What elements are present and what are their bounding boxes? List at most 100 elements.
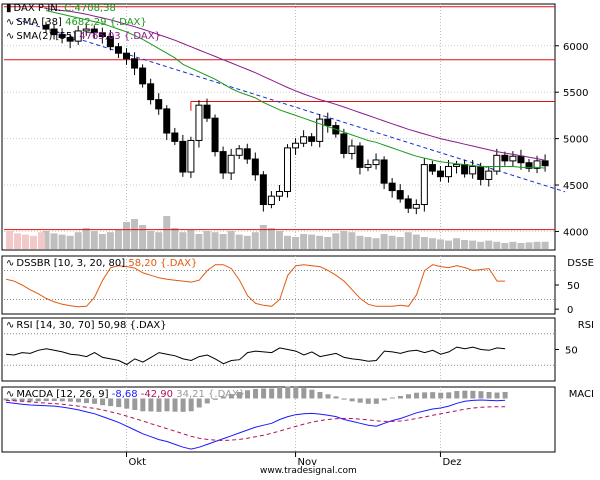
rsi-name: RSI [14, 30, 70] [16,320,95,331]
macd-legend: ∿ MACDA [12, 26, 9] -8,68 -42,90 34,21 {.… [6,389,245,401]
candle [259,174,267,206]
candle [106,35,114,48]
rsi-tick-label-50: 50 [565,346,578,357]
candle [284,147,291,193]
macd-histogram-bar [19,398,25,402]
price-tick-label-4000: 4000 [563,227,588,238]
volume-bar [316,235,324,249]
macd-histogram-bar [285,386,291,399]
volume-bar [533,241,541,249]
price-legend-sma38: ∿ SMA [38] 4682,29 {.DAX} [6,17,147,29]
volume-bar [493,241,501,249]
candle [485,170,493,180]
price-tick-label-6000: 6000 [563,42,588,53]
volume-bar [58,234,66,249]
candle [155,99,163,110]
macd-histogram-bar [228,394,234,399]
macd-histogram-bar [341,398,347,400]
macd-histogram-bar [486,391,492,399]
volume-bar [324,237,332,249]
macd-histogram-bar [446,392,452,399]
volume-bar [106,232,114,249]
macd-histogram-bar [116,398,122,408]
macd-histogram-bar [462,390,468,399]
volume-bar [219,234,227,249]
x-tick-label-okt: Okt [129,457,147,468]
macd-histogram-bar [502,391,508,399]
macd-histogram-bar [470,390,476,399]
sma38-name: SMA [38] [16,17,62,28]
volume-bar [98,234,106,249]
volume-bar [445,240,452,249]
macd-histogram-bar [406,394,411,399]
sma55-value: 4765,03 {.DAX} [79,31,161,42]
price-tick-label-5000: 5000 [563,135,588,146]
candle [308,136,316,142]
macd-histogram-bar [301,388,307,399]
macd-signal-line [5,399,506,442]
candle [195,104,203,141]
volume-bar [275,231,283,249]
macd-histogram-bar [349,398,355,402]
volume-bar [163,216,171,249]
volume-bar [396,237,404,249]
volume-bar [38,232,45,249]
volume-bar [485,240,493,249]
candle [50,28,58,36]
candle [477,165,485,180]
macd-histogram-bar [180,398,186,412]
volume-bar [251,232,259,249]
candle [533,160,541,169]
volume-bar [388,235,396,249]
candle [412,204,420,209]
volume-bar [14,233,21,249]
volume-bar [147,231,155,249]
volume-bar [380,234,388,249]
candle [380,159,388,184]
candle [324,118,332,127]
dssbr-legend: ∿ DSSBR [10, 3, 20, 80] 58,20 {.DAX} [6,258,197,270]
candle [300,136,308,144]
candle [131,58,139,69]
macd-histogram-bar [220,396,226,399]
macd-histogram-bar [59,398,65,402]
candle [420,164,428,206]
candle [316,118,324,142]
volume-bar [243,235,251,249]
volume-bar [195,234,203,249]
macd-histogram-bar [172,398,178,412]
candle [42,24,50,30]
sma55-line [45,8,546,161]
macd-histogram-bar [43,398,49,402]
candle [187,139,195,173]
macd-histogram-bar [75,398,81,403]
volume-bar [300,234,308,249]
candle-icon: ▮ [6,3,12,14]
macd-histogram-bar [430,392,436,399]
volume-bar [50,233,58,249]
candle [348,145,356,154]
candle [340,133,348,154]
volume-bar [404,232,412,249]
macd-histogram-bar [212,398,218,400]
candle [404,198,412,209]
candle [453,164,461,167]
macd-histogram-bar [478,391,484,399]
volume-bar [469,240,477,249]
volume-bar [90,231,98,249]
candle [203,104,211,119]
candle [219,151,227,174]
macd-value-1: -8,68 [111,389,138,400]
candle [147,83,155,101]
price-legend-dax: ▮ DAX P-IN. C:4708,38 [6,3,116,15]
line-icon: ∿ [6,17,15,28]
macd-histogram-bar [27,398,33,402]
line-icon: ∿ [6,389,15,400]
macd-histogram-bar [188,398,194,412]
rsi-line [5,346,506,366]
candle [493,154,501,172]
volume-bar [436,239,444,249]
candle [139,67,147,85]
volume-bar [477,241,485,249]
